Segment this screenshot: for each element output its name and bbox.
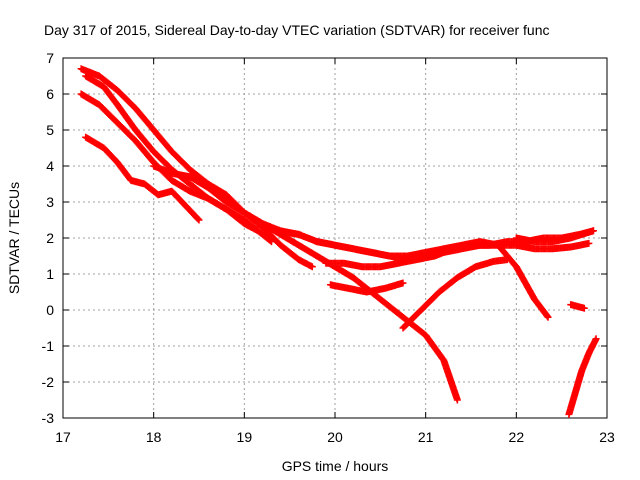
data-series bbox=[77, 65, 600, 418]
x-tick-label: 23 bbox=[599, 429, 615, 445]
data-point bbox=[580, 304, 588, 312]
data-point bbox=[194, 215, 202, 223]
x-tick-label: 20 bbox=[327, 429, 343, 445]
data-point bbox=[399, 279, 407, 287]
x-tick-label: 22 bbox=[509, 429, 525, 445]
data-point bbox=[267, 237, 275, 245]
y-tick-label: -3 bbox=[42, 410, 55, 426]
series-sat-d bbox=[82, 133, 203, 224]
series-sat-j bbox=[399, 256, 511, 332]
x-axis-label: GPS time / hours bbox=[282, 458, 389, 474]
y-tick-label: 2 bbox=[46, 230, 54, 246]
y-tick-label: -1 bbox=[42, 338, 55, 354]
x-tick-label: 19 bbox=[237, 429, 253, 445]
y-tick-label: -2 bbox=[42, 374, 55, 390]
data-point bbox=[308, 263, 316, 271]
y-tick-label: 0 bbox=[46, 302, 54, 318]
data-point bbox=[543, 312, 551, 320]
y-tick-label: 3 bbox=[46, 194, 54, 210]
chart-title: Day 317 of 2015, Sidereal Day-to-day VTE… bbox=[44, 22, 550, 38]
x-tick-label: 17 bbox=[55, 429, 71, 445]
y-tick-label: 5 bbox=[46, 122, 54, 138]
series-sat-c bbox=[77, 90, 262, 235]
y-tick-label: 1 bbox=[46, 266, 54, 282]
data-point bbox=[589, 227, 597, 235]
y-axis-label: SDTVAR / TECUs bbox=[6, 182, 22, 294]
data-point bbox=[503, 256, 511, 264]
y-tick-label: 6 bbox=[46, 86, 54, 102]
data-point bbox=[254, 227, 262, 235]
data-point bbox=[592, 335, 600, 343]
y-tick-label: 4 bbox=[46, 158, 54, 174]
series-sat-m bbox=[565, 335, 600, 418]
data-point bbox=[544, 313, 552, 321]
series-sat-e bbox=[150, 162, 461, 404]
series-sat-k bbox=[512, 227, 597, 246]
x-tick-label: 21 bbox=[418, 429, 434, 445]
series-sat-l bbox=[567, 301, 588, 312]
data-point bbox=[585, 239, 593, 247]
data-point bbox=[195, 216, 203, 224]
series-sat-i bbox=[326, 279, 407, 296]
data-point bbox=[268, 238, 276, 246]
y-tick-label: 7 bbox=[46, 50, 54, 66]
data-point bbox=[453, 396, 461, 404]
x-tick-label: 18 bbox=[146, 429, 162, 445]
